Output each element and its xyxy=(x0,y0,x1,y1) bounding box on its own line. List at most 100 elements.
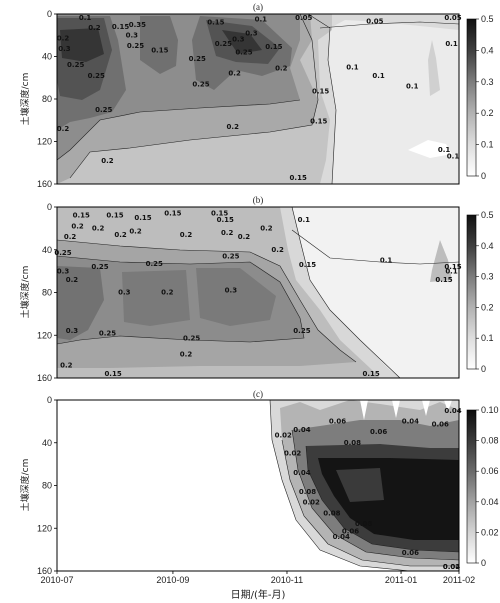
contour-label: 0.15 xyxy=(151,46,168,54)
contour-label: 0.06 xyxy=(329,418,346,426)
contour-label: 0.1 xyxy=(380,257,393,265)
contour-line-008-c xyxy=(305,445,460,553)
y-tick-label: 160 xyxy=(37,566,52,576)
contour-label: 0.2 xyxy=(88,24,101,32)
contour-label: 0.1 xyxy=(445,267,458,275)
contour-label: 0.05 xyxy=(295,14,312,22)
contour-label: 0.2 xyxy=(57,125,70,133)
contour-label: 0.25 xyxy=(88,72,105,80)
contour-label: 0.1 xyxy=(406,82,419,90)
contour-label: 0.1 xyxy=(447,153,460,161)
contour-line-006-c xyxy=(291,429,460,561)
contour-label: 0.2 xyxy=(101,157,114,165)
contour-label: 0.04 xyxy=(402,418,419,426)
y-tick-label: 0 xyxy=(47,9,52,19)
contour-label: 0.02 xyxy=(284,450,301,458)
contour-label: 0.1 xyxy=(445,40,458,48)
contour-line-01-b xyxy=(291,206,401,379)
contour-label: 0.05 xyxy=(366,18,383,26)
contour-label: 0.3 xyxy=(245,29,258,37)
contour-label: 0.2 xyxy=(71,222,84,230)
level-035-region-a2 xyxy=(222,30,262,54)
contour-label: 0.1 xyxy=(298,216,311,224)
contour-line-top-b xyxy=(291,229,460,265)
contour-label: 0.1 xyxy=(346,63,359,71)
y-tick-label: 0 xyxy=(47,202,52,212)
y-tick-label: 160 xyxy=(37,179,52,189)
contour-label: 0.1 xyxy=(79,14,92,22)
contour-label: 0.15 xyxy=(104,370,121,378)
y-tick-label: 80 xyxy=(42,481,52,491)
y-tick-label: 0 xyxy=(47,395,52,405)
colorbar-tick-label: 0.2 xyxy=(481,302,494,312)
contour-label: 0.25 xyxy=(183,335,200,343)
y-tick-label: 120 xyxy=(37,137,52,147)
contour-label: 0.05 xyxy=(444,14,461,22)
contour-label: 0.25 xyxy=(99,329,116,337)
y-tick-label: 120 xyxy=(37,330,52,340)
contour-label: 0.3 xyxy=(57,267,70,275)
contour-label: 0.25 xyxy=(146,260,163,268)
contour-label: 0.25 xyxy=(293,327,310,335)
contour-label: 0.06 xyxy=(432,421,449,429)
contour-line-004-c xyxy=(281,439,459,567)
colorbar-tick-label: 0.5 xyxy=(481,210,494,220)
contour-fill-b xyxy=(57,207,459,378)
spike-a xyxy=(428,40,440,96)
contour-label: 0.04 xyxy=(333,533,350,541)
colorbar-tick-label: 0 xyxy=(481,364,486,374)
contour-line-025-b xyxy=(56,255,305,345)
y-axis-label-b: 土壤深度/cm xyxy=(19,266,31,319)
contour-label: 0.2 xyxy=(129,228,142,236)
panel-label-b: (b) xyxy=(253,195,264,205)
contour-label: 0.3 xyxy=(118,289,131,297)
contour-label: 0.2 xyxy=(57,35,70,43)
contour-label: 0.2 xyxy=(227,123,240,131)
contour-label: 0.25 xyxy=(192,80,209,88)
core-patch-c xyxy=(336,468,384,502)
y-tick-label: 40 xyxy=(42,438,52,448)
contour-label: 0.15 xyxy=(73,212,90,220)
contour-lines-a xyxy=(56,13,460,185)
y-ticks-b: 0 40 80 120 160 xyxy=(37,202,57,383)
colorbar-tick-label: 0.2 xyxy=(481,108,494,118)
y-tick-label: 80 xyxy=(42,288,52,298)
contour-line-002-c xyxy=(269,399,411,572)
contour-label: 0.15 xyxy=(217,216,234,224)
contour-label: 0.15 xyxy=(265,43,282,51)
contour-label: 0.2 xyxy=(260,225,273,233)
x-tick-label: 2011-02 xyxy=(443,575,475,585)
contour-label: 0.35 xyxy=(129,21,146,29)
contour-label: 0.15 xyxy=(207,19,224,27)
contour-line-02-b xyxy=(56,239,357,363)
colorbar-ticks-c: 0 0.02 0.04 0.06 0.08 0.10 xyxy=(476,405,499,568)
colorbar-tick-label: 0.10 xyxy=(481,405,499,415)
x-ticks-c: 2010-07 2010-09 2010-11 2011-01 2011-02 xyxy=(40,571,475,585)
contour-label: 0.1 xyxy=(372,72,385,80)
contour-label: 0.2 xyxy=(238,233,251,241)
colorbar-tick-label: 0.1 xyxy=(481,140,494,150)
colorbar-tick-label: 0 xyxy=(481,171,486,181)
contour-label: 0.08 xyxy=(344,439,361,447)
contour-label: 0.2 xyxy=(64,233,77,241)
contour-line-01-a xyxy=(69,13,319,179)
contour-label: 0.3 xyxy=(126,31,139,39)
contour-label: 0.3 xyxy=(58,45,71,53)
contour-label: 0.15 xyxy=(112,23,129,31)
contour-lines-c xyxy=(269,399,460,572)
contour-label: 0.02 xyxy=(443,563,460,571)
contour-label: 0.08 xyxy=(299,488,316,496)
contour-label: 0.06 xyxy=(370,428,387,436)
x-tick-label: 2011-01 xyxy=(385,575,417,585)
contour-label: 0.25 xyxy=(127,42,144,50)
y-tick-label: 160 xyxy=(37,373,52,383)
contour-label: 0.2 xyxy=(161,289,174,297)
contour-label: 0.15 xyxy=(290,174,307,182)
contour-label: 0.25 xyxy=(54,249,71,257)
y-axis-label-a: 土壤深度/cm xyxy=(19,73,31,126)
contour-fill-c xyxy=(57,400,459,571)
level-03-region-b3 xyxy=(122,270,190,326)
colorbar-tick-label: 0.3 xyxy=(481,77,494,87)
colorbar-tick-label: 0.5 xyxy=(481,14,494,24)
